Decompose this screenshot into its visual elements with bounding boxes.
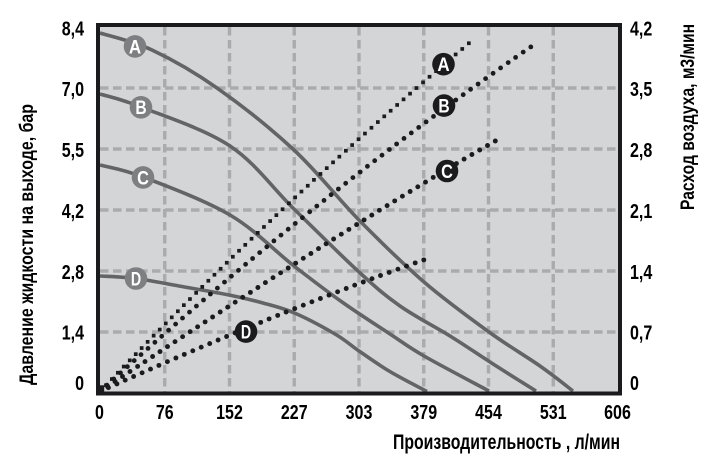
svg-text:152: 152 <box>216 402 243 424</box>
svg-text:531: 531 <box>540 402 567 424</box>
svg-text:5,5: 5,5 <box>62 140 84 162</box>
svg-text:Давление жидкости на выходе, б: Давление жидкости на выходе, бар <box>17 104 38 385</box>
svg-text:Расход воздуха, м3/мин: Расход воздуха, м3/мин <box>678 24 699 210</box>
svg-text:8,4: 8,4 <box>62 19 85 41</box>
svg-text:1,4: 1,4 <box>62 323 85 345</box>
svg-text:227: 227 <box>281 402 308 424</box>
svg-text:76: 76 <box>156 402 174 424</box>
svg-text:C: C <box>441 162 453 183</box>
svg-text:0: 0 <box>630 373 639 395</box>
svg-text:D: D <box>131 269 141 290</box>
svg-text:2,1: 2,1 <box>630 201 652 223</box>
svg-text:606: 606 <box>604 402 631 424</box>
svg-text:D: D <box>241 323 251 344</box>
svg-text:A: A <box>437 55 450 76</box>
svg-text:303: 303 <box>346 402 373 424</box>
svg-text:C: C <box>137 168 149 189</box>
svg-text:B: B <box>135 98 146 119</box>
svg-text:0: 0 <box>75 373 84 395</box>
svg-text:2,8: 2,8 <box>62 262 84 284</box>
svg-text:1,4: 1,4 <box>630 262 653 284</box>
svg-text:4,2: 4,2 <box>62 201 84 223</box>
svg-text:3,5: 3,5 <box>630 79 652 101</box>
svg-text:7,0: 7,0 <box>62 79 84 101</box>
svg-text:0: 0 <box>95 402 104 424</box>
svg-text:B: B <box>438 97 449 118</box>
svg-text:2,8: 2,8 <box>630 140 652 162</box>
svg-text:379: 379 <box>410 402 437 424</box>
svg-text:4,2: 4,2 <box>630 19 652 41</box>
svg-text:454: 454 <box>475 402 502 424</box>
svg-text:A: A <box>129 37 142 58</box>
svg-text:0,7: 0,7 <box>630 323 652 345</box>
svg-text:Производительность , л/мин: Производительность , л/мин <box>393 431 620 454</box>
